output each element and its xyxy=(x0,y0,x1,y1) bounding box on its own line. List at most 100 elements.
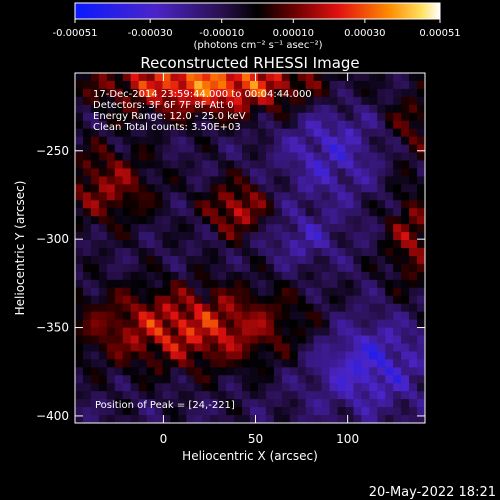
heatmap-cell xyxy=(329,287,338,297)
heatmap-cell xyxy=(218,112,227,122)
heatmap-cell xyxy=(98,104,108,114)
heatmap-cell xyxy=(361,383,370,392)
heatmap-cell xyxy=(226,104,235,114)
heatmap-cell xyxy=(242,216,251,225)
heatmap-cell xyxy=(273,263,283,273)
heatmap-cell xyxy=(194,311,203,320)
heatmap-cell xyxy=(106,335,116,344)
heatmap-cell xyxy=(98,399,108,408)
heatmap-cell xyxy=(385,176,394,185)
heatmap-cell xyxy=(393,248,402,257)
heatmap-cell xyxy=(297,232,307,241)
heatmap-cell xyxy=(130,136,140,145)
heatmap-cell xyxy=(273,407,283,416)
heatmap-cell xyxy=(273,73,283,82)
heatmap-cell xyxy=(337,319,346,328)
heatmap-cell xyxy=(162,415,171,424)
heatmap-cell xyxy=(186,240,195,249)
heatmap-cell xyxy=(162,319,171,328)
heatmap-cell xyxy=(385,200,394,209)
heatmap-cell xyxy=(289,144,299,153)
heatmap-cell xyxy=(297,255,307,265)
heatmap-cell xyxy=(337,232,346,241)
heatmap-cell xyxy=(265,319,275,328)
heatmap-cell xyxy=(377,383,386,392)
heatmap-cell xyxy=(146,351,155,360)
heatmap-cell xyxy=(250,216,259,225)
heatmap-cell xyxy=(321,232,330,241)
heatmap-cell xyxy=(186,88,195,98)
heatmap-cell xyxy=(106,240,116,249)
heatmap-cell xyxy=(162,176,171,185)
heatmap-cell xyxy=(361,88,370,98)
heatmap-cell xyxy=(377,80,386,90)
heatmap-cell xyxy=(257,144,267,153)
heatmap-cell xyxy=(305,73,315,82)
heatmap-cell xyxy=(98,184,108,193)
heatmap-cell xyxy=(210,224,219,233)
heatmap-cell xyxy=(146,200,155,209)
heatmap-cell xyxy=(329,255,338,265)
heatmap-cell xyxy=(417,224,426,233)
heatmap-cell xyxy=(417,240,426,249)
heatmap-cell xyxy=(409,104,418,114)
heatmap-cell xyxy=(281,136,291,145)
heatmap-cell xyxy=(138,88,147,98)
heatmap-cell xyxy=(98,248,108,257)
heatmap-cell xyxy=(321,112,330,122)
heatmap-cell xyxy=(234,415,243,424)
heatmap-cell xyxy=(377,120,386,130)
heatmap-cell xyxy=(297,335,307,344)
heatmap-cell xyxy=(250,367,259,376)
heatmap-cell xyxy=(106,399,116,408)
heatmap-cell xyxy=(265,271,275,281)
heatmap-cell xyxy=(265,399,275,408)
heatmap-cell xyxy=(305,240,315,249)
heatmap-cell xyxy=(265,255,275,265)
heatmap-cell xyxy=(202,208,211,217)
heatmap-cell xyxy=(170,96,179,106)
heatmap-cell xyxy=(106,144,116,153)
x-axis-label: Heliocentric X (arcsec) xyxy=(182,449,318,463)
heatmap-cell xyxy=(257,208,267,217)
heatmap-cell xyxy=(218,88,227,98)
heatmap-cell xyxy=(313,415,322,424)
heatmap-cell xyxy=(361,136,370,145)
heatmap-cell xyxy=(98,407,108,416)
heatmap-cell xyxy=(377,367,386,376)
heatmap-cell xyxy=(313,136,322,145)
heatmap-cell xyxy=(393,279,402,289)
heatmap-cell xyxy=(186,399,195,408)
heatmap-cell xyxy=(393,104,402,114)
heatmap-cell xyxy=(218,104,227,114)
heatmap-cell xyxy=(210,383,219,392)
heatmap-cell xyxy=(130,80,140,90)
heatmap-cell xyxy=(289,152,299,161)
heatmap-cell xyxy=(329,160,338,169)
heatmap-cell xyxy=(297,359,307,368)
heatmap-cell xyxy=(75,104,84,114)
heatmap-cell xyxy=(178,351,187,360)
heatmap-cell xyxy=(377,327,386,336)
heatmap-cell xyxy=(226,216,235,225)
colorbar-ticks: -0.00051 -0.00030 -0.00010 0.00010 0.00030 0.… xyxy=(53,19,461,39)
heatmap-cell xyxy=(337,303,346,313)
heatmap-cell xyxy=(377,248,386,257)
heatmap-cell xyxy=(234,399,243,408)
heatmap-cell xyxy=(82,407,92,416)
heatmap-cell xyxy=(154,160,163,169)
heatmap-cell xyxy=(409,327,418,336)
heatmap-cell xyxy=(130,248,140,257)
heatmap-cell xyxy=(345,208,354,217)
heatmap-cell xyxy=(130,295,140,305)
heatmap-cell xyxy=(162,287,171,297)
heatmap-cell xyxy=(114,367,124,376)
heatmap-cell xyxy=(409,128,418,138)
heatmap-cell xyxy=(273,232,283,241)
heatmap-cell xyxy=(369,407,378,416)
heatmap-cell xyxy=(75,279,84,289)
heatmap-cell xyxy=(210,136,219,145)
heatmap-cell xyxy=(242,88,251,98)
heatmap-cell xyxy=(242,311,251,320)
heatmap-cell xyxy=(281,287,291,297)
